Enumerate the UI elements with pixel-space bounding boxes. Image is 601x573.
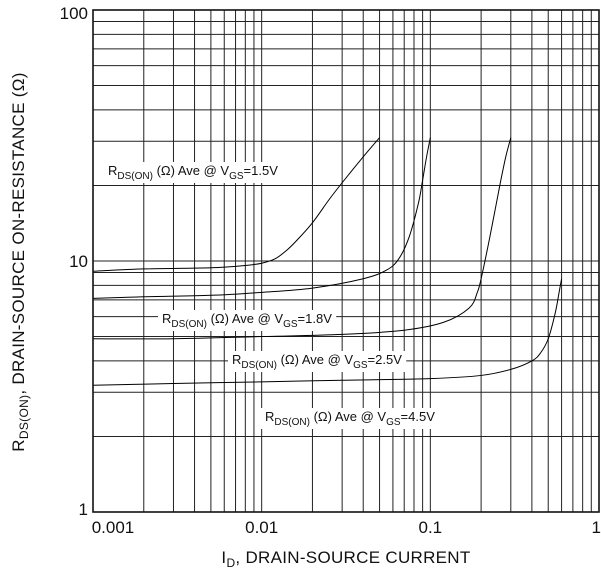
curve-labels: RDS(ON) (Ω) Ave @ VGS=1.5V RDS(ON) (Ω) Av… <box>104 162 440 429</box>
y-tick-label: 10 <box>69 252 88 271</box>
label-background <box>104 162 283 183</box>
label-background <box>228 351 407 372</box>
series-label-text: RDS(ON) (Ω) Ave @ VGS=4.5V <box>265 409 435 428</box>
y-tick-labels: 1 10 100 <box>60 4 88 519</box>
x-axis-title: ID, DRAIN-SOURCE CURRENT <box>221 548 470 570</box>
x-tick-label: 0.1 <box>419 518 443 537</box>
label-background <box>158 310 337 331</box>
series-line-4 <box>92 278 563 386</box>
series-label-1: RDS(ON) (Ω) Ave @ VGS=1.5V <box>104 162 283 183</box>
x-tick-label: 0.001 <box>92 518 135 537</box>
series-line-1 <box>92 137 380 272</box>
y-axis-title: RDS(ON), DRAIN-SOURCE ON-RESISTANCE (Ω) <box>9 72 31 451</box>
series-line-2 <box>92 137 431 299</box>
curves <box>92 137 563 386</box>
x-tick-label: 1 <box>592 518 601 537</box>
series-label-text: RDS(ON) (Ω) Ave @ VGS=1.5V <box>108 163 278 182</box>
x-tick-labels: 0.001 0.01 0.1 1 <box>92 518 601 537</box>
y-tick-label: 1 <box>79 500 88 519</box>
series-label-text: RDS(ON) (Ω) Ave @ VGS=1.8V <box>162 311 332 330</box>
x-tick-label: 0.01 <box>245 518 278 537</box>
series-label-3: RDS(ON) (Ω) Ave @ VGS=2.5V <box>228 351 407 372</box>
plot-frame <box>92 9 600 513</box>
grid <box>92 10 599 513</box>
series-label-2: RDS(ON) (Ω) Ave @ VGS=1.8V <box>158 310 337 331</box>
y-tick-label: 100 <box>60 4 88 23</box>
series-label-text: RDS(ON) (Ω) Ave @ VGS=2.5V <box>232 352 402 371</box>
series-label-4: RDS(ON) (Ω) Ave @ VGS=4.5V <box>261 408 440 429</box>
label-background <box>261 408 440 429</box>
series-line-3 <box>92 137 512 340</box>
